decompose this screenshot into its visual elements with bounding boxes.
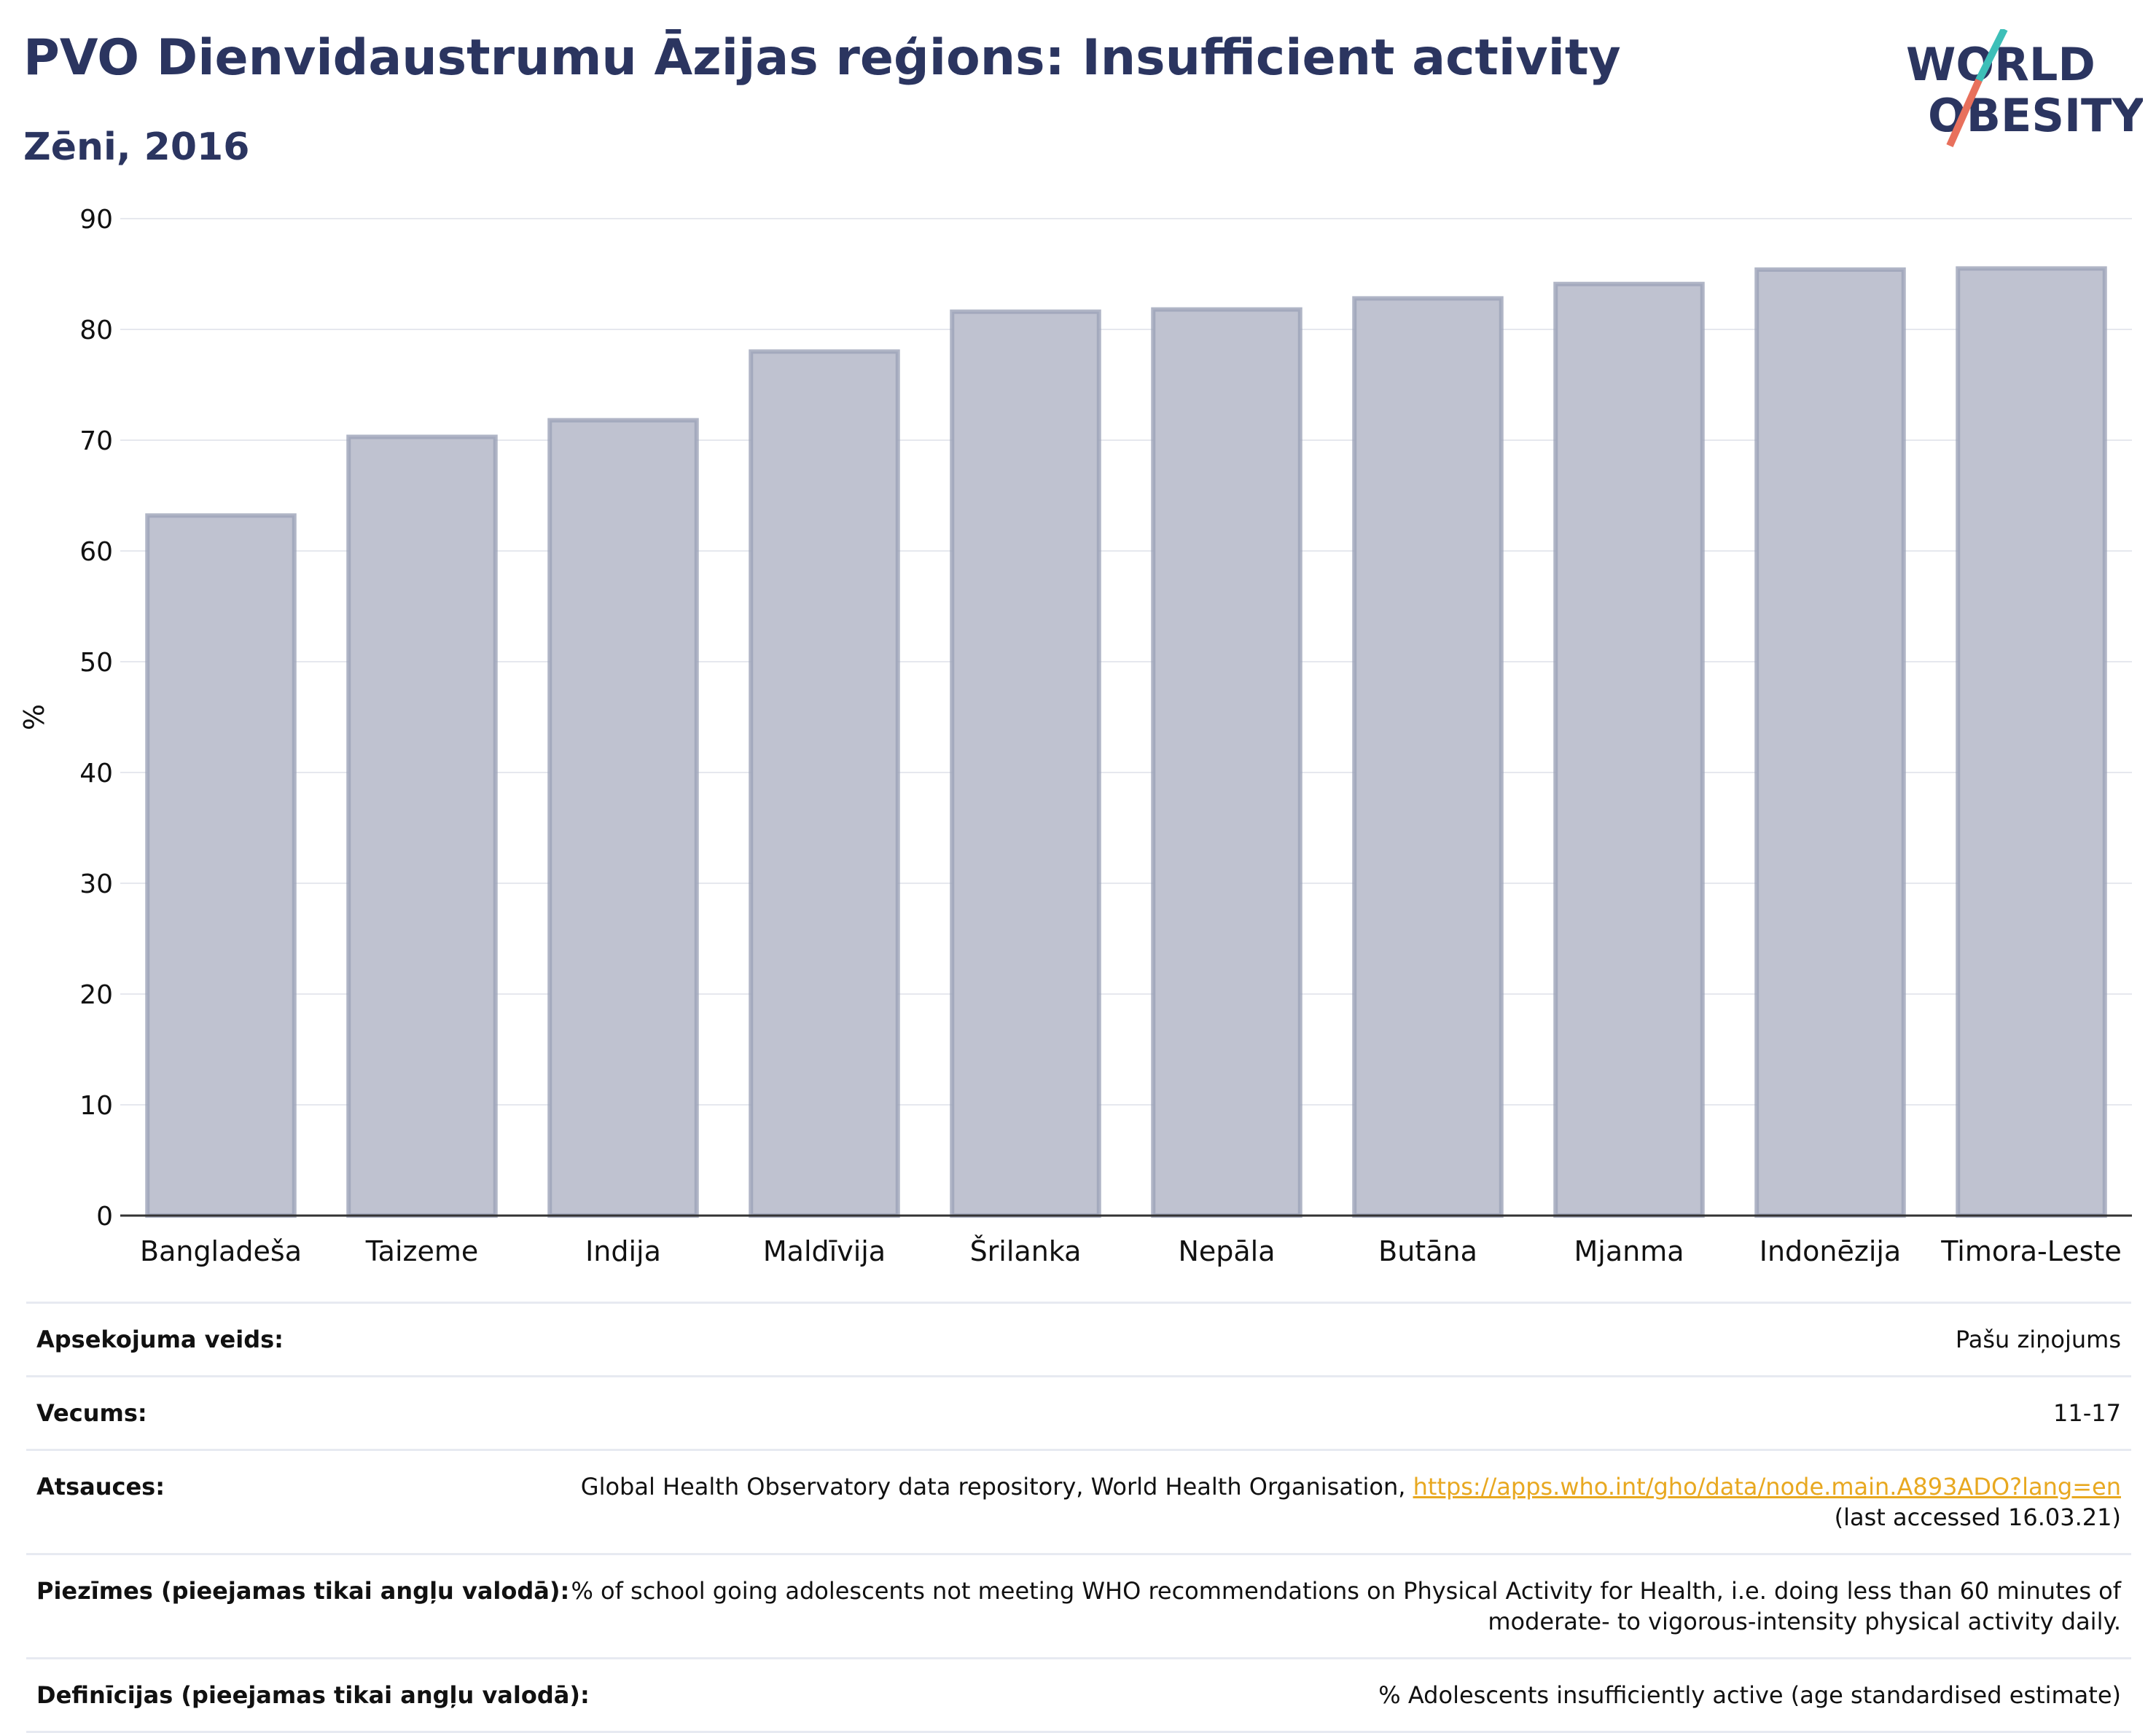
bar <box>1754 267 1906 1218</box>
x-tick-label: Timora-Leste <box>1940 1235 2121 1267</box>
references-link[interactable]: https://apps.who.int/gho/data/node.main.… <box>1413 1473 2121 1501</box>
bar <box>346 434 498 1218</box>
bar <box>145 513 297 1218</box>
survey-label: Apsekojuma veids: <box>36 1326 284 1353</box>
x-tick-label: Indonēzija <box>1759 1235 1901 1267</box>
y-tick-label: 90 <box>79 205 113 235</box>
x-tick-label: Indija <box>585 1235 661 1267</box>
y-tick-label: 70 <box>79 426 113 456</box>
bar <box>1151 307 1302 1218</box>
logo-slash-coral <box>1946 78 1983 148</box>
age-label: Vecums: <box>36 1399 147 1427</box>
bar <box>1352 296 1504 1218</box>
bar <box>749 349 900 1218</box>
logo-word-world: WORLD <box>1906 38 2096 91</box>
x-tick-label: Maldīvija <box>763 1235 886 1267</box>
x-tick-label: Šrilanka <box>970 1235 1082 1267</box>
bar <box>950 309 1101 1218</box>
survey-value: Pašu ziņojums <box>1955 1326 2121 1353</box>
chart-subtitle: Zēni, 2016 <box>23 125 250 169</box>
meta-row-survey: Apsekojuma veids: Pašu ziņojums <box>26 1302 2131 1375</box>
notes-value: % of school going adolescents not meetin… <box>571 1577 2121 1635</box>
y-tick-label: 40 <box>79 759 113 789</box>
y-tick-label: 30 <box>79 869 113 899</box>
references-text: Global Health Observatory data repositor… <box>580 1473 1413 1501</box>
meta-row-definitions: Definīcijas (pieejamas tikai angļu valod… <box>26 1657 2131 1733</box>
x-tick-label: Mjanma <box>1574 1235 1684 1267</box>
metadata-table: Apsekojuma veids: Pašu ziņojums Vecums: … <box>26 1302 2131 1733</box>
x-tick-label: Butāna <box>1378 1235 1477 1267</box>
bar <box>1553 281 1705 1218</box>
y-tick-labels: 0 10 20 30 40 50 60 70 80 90 <box>79 205 113 1232</box>
x-tick-labels: Bangladeša Taizeme Indija Maldīvija Šrilanka… <box>140 1235 2122 1267</box>
y-tick-label: 20 <box>79 980 113 1010</box>
y-tick-label: 50 <box>79 648 113 678</box>
bar <box>1956 266 2107 1218</box>
y-tick-label: 60 <box>79 537 113 567</box>
world-obesity-logo: WORLD OBESITY <box>1906 29 2143 148</box>
bars <box>145 266 2107 1218</box>
meta-row-age: Vecums: 11-17 <box>26 1375 2131 1449</box>
x-tick-label: Taizeme <box>365 1235 479 1267</box>
references-value: Global Health Observatory data repositor… <box>581 1471 2121 1533</box>
x-tick-label: Nepāla <box>1178 1235 1275 1267</box>
age-value: 11-17 <box>2053 1399 2121 1427</box>
meta-row-notes: Piezīmes (pieejamas tikai angļu valodā):… <box>26 1553 2131 1657</box>
y-tick-label: 10 <box>79 1091 113 1121</box>
x-tick-label: Bangladeša <box>140 1235 302 1267</box>
chart-title: PVO Dienvidaustrumu Āzijas reģions: Insu… <box>23 29 1621 87</box>
definitions-label: Definīcijas (pieejamas tikai angļu valod… <box>36 1681 590 1709</box>
notes-label: Piezīmes (pieejamas tikai angļu valodā): <box>36 1577 570 1605</box>
references-label: Atsauces: <box>36 1473 165 1501</box>
y-axis-label: % <box>18 704 50 730</box>
y-tick-label: 0 <box>96 1202 113 1232</box>
y-tick-label: 80 <box>79 316 113 345</box>
meta-row-references: Atsauces: Global Health Observatory data… <box>26 1449 2131 1553</box>
references-accessed: (last accessed 16.03.21) <box>1834 1503 2121 1531</box>
logo-slash-teal <box>1975 29 2008 82</box>
bar <box>547 418 699 1218</box>
definitions-value: % Adolescents insufficiently active (age… <box>1378 1681 2121 1709</box>
bar-chart: 0 10 20 30 40 50 60 70 80 90 Bangladeša Taizeme Ind… <box>18 205 2132 1267</box>
